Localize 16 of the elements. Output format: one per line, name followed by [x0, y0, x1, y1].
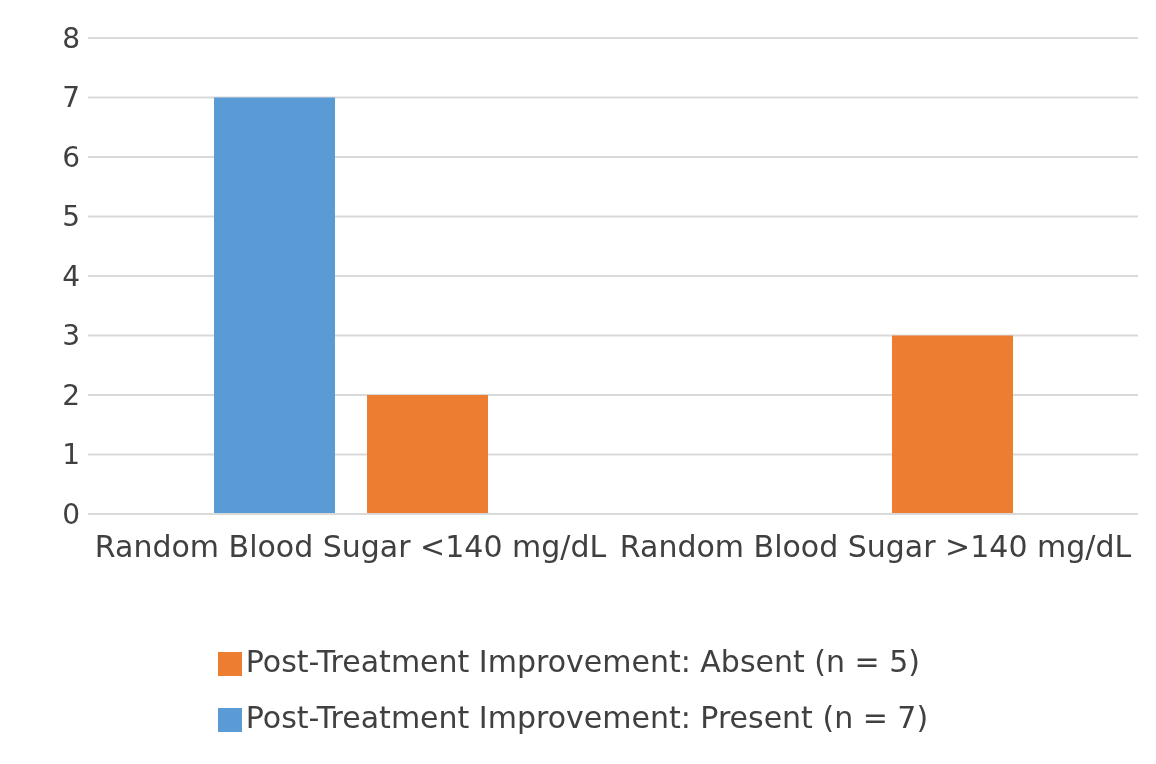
y-tick-label: 1	[62, 438, 80, 472]
y-tick-label: 8	[62, 21, 80, 55]
legend-label: Post-Treatment Improvement: Absent (n = 5)	[245, 644, 921, 679]
y-tick-label: 6	[62, 140, 80, 174]
y-tick-label: 0	[62, 497, 80, 531]
y-tick-label: 5	[62, 200, 80, 234]
bar	[214, 97, 335, 514]
x-tick-label: Random Blood Sugar <140 mg/dL	[94, 529, 607, 565]
y-tick-label: 2	[62, 378, 80, 412]
bar	[892, 335, 1013, 514]
legend-label: Post-Treatment Improvement: Present (n = 7)	[245, 700, 929, 735]
x-tick-label: Random Blood Sugar >140 mg/dL	[619, 529, 1132, 565]
y-tick-label: 7	[62, 81, 80, 115]
y-tick-label: 4	[62, 259, 80, 293]
bar	[367, 395, 488, 514]
y-tick-label: 3	[62, 319, 80, 353]
